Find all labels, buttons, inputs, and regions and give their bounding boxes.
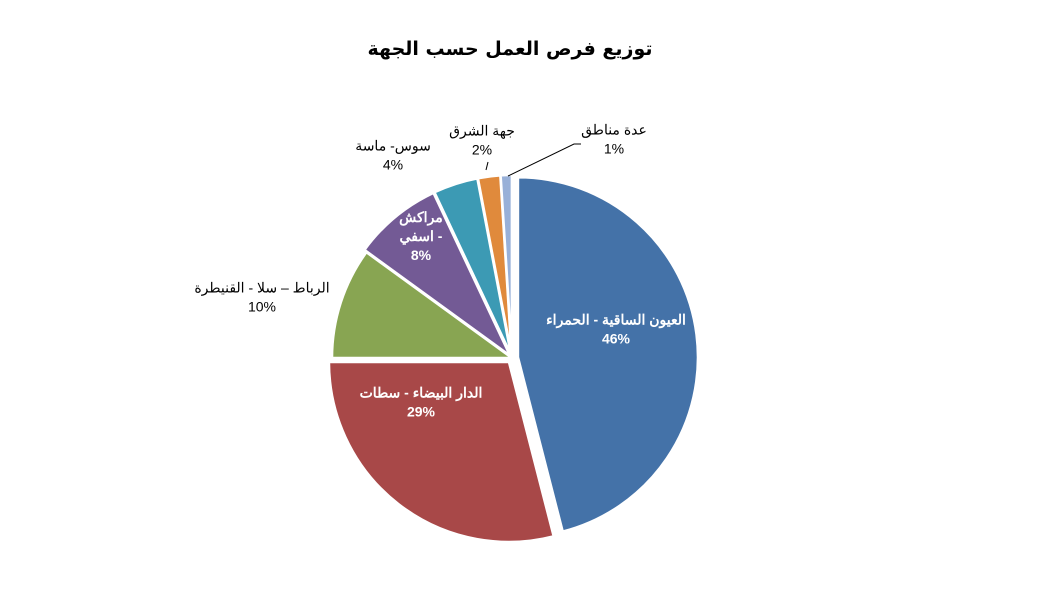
slice-3-percent: 10% [248,299,276,315]
slice-6-label: جهة الشرق 2% [449,123,515,158]
slice-3-name: الرباط – سلا - القنيطرة [194,280,329,297]
slice-5-percent: 4% [383,157,403,173]
slice-6-name: جهة الشرق [449,123,515,140]
slice-2-wedge [327,360,556,544]
slice-4-wedge [362,191,512,357]
slice-7-leader-line [507,143,581,177]
slice-7-label: عدة مناطق 1% [581,122,647,157]
slice-1-name: العيون الساقية - الحمراء [546,312,686,329]
pie-slices [327,173,700,544]
slice-7-percent: 1% [604,141,624,157]
slice-2-label: الدار البيضاء - سطات 29% [360,385,483,420]
slice-5-name: سوس- ماسة [355,138,431,155]
slice-4-name: مراكش [399,209,443,226]
slice-6-percent: 2% [472,142,492,158]
data-labels: العيون الساقية - الحمراء 46% الدار البيضاء… [194,122,686,420]
slice-2-percent: 29% [407,404,436,420]
slice-1-percent: 46% [602,331,631,347]
slice-5-label: سوس- ماسة 4% [355,138,431,173]
slice-6-leader-line [485,161,489,171]
leader-lines [485,143,581,177]
slice-3-wedge [330,250,516,360]
slice-7-wedge [499,173,514,356]
chart-title: توزيع فرص العمل حسب الجهة [368,38,653,60]
slice-1-label: العيون الساقية - الحمراء 46% [546,312,686,347]
slice-7-name: عدة مناطق [581,122,647,139]
slice-4-label: مراكش - اسفي 8% [399,209,443,263]
slice-4-name: - اسفي [400,228,443,245]
slice-4-percent: 8% [411,247,432,263]
slice-3-label: الرباط – سلا - القنيطرة 10% [194,280,329,315]
slice-2-name: الدار البيضاء - سطات [360,385,483,402]
slice-1-wedge [516,175,700,534]
